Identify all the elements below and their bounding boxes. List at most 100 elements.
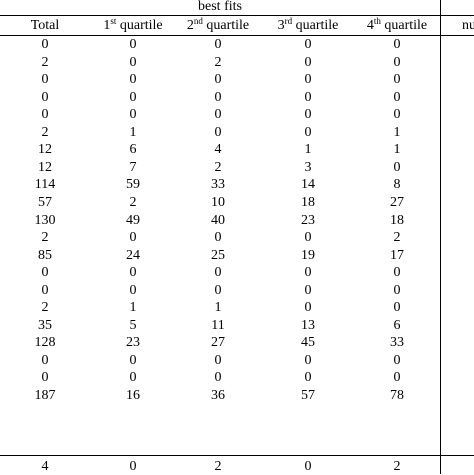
cell-quartile-3: 0 bbox=[304, 265, 312, 281]
cell-total: 2 bbox=[41, 54, 49, 70]
cell-quartile-4: 0 bbox=[393, 300, 401, 316]
cell-quartile-1: 0 bbox=[129, 72, 137, 88]
cell-quartile-2: 0 bbox=[214, 370, 222, 386]
cell-quartile-4: 0 bbox=[393, 352, 401, 368]
cell-quartile-2: 0 bbox=[214, 282, 222, 298]
cell-quartile-3: 0 bbox=[304, 352, 312, 368]
cell-total: 12 bbox=[38, 142, 52, 158]
header-bottom-rule bbox=[0, 35, 474, 36]
cell-quartile-4: 0 bbox=[393, 72, 401, 88]
column-header-suffix: quartile bbox=[116, 18, 163, 33]
cell-total: 57 bbox=[38, 194, 52, 210]
cell-quartile-3: 0 bbox=[304, 72, 312, 88]
column-divider bbox=[440, 0, 441, 474]
cell-total: 0 bbox=[41, 352, 49, 368]
cell-quartile-4: 0 bbox=[393, 54, 401, 70]
column-header-base: 4 bbox=[366, 18, 374, 33]
cell-quartile-4: 0 bbox=[393, 89, 401, 105]
cell-quartile-3: 0 bbox=[304, 54, 312, 70]
cell-quartile-4: 1 bbox=[393, 142, 401, 158]
cell-total: 2 bbox=[41, 230, 49, 246]
cell-quartile-2: 11 bbox=[211, 317, 225, 333]
right-header-fragment: nu bbox=[462, 18, 474, 33]
cell-quartile-2: 0 bbox=[214, 230, 222, 246]
column-header-base: 2 bbox=[186, 18, 194, 33]
table-row: 130 49 40 23 18 bbox=[0, 212, 474, 229]
cell-quartile-4: 33 bbox=[390, 335, 404, 351]
cell-quartile-4: 27 bbox=[390, 194, 404, 210]
column-header-base: 3 bbox=[277, 18, 285, 33]
cell-quartile-1: 0 bbox=[129, 282, 137, 298]
column-header-quartile-4: 4th quartile bbox=[353, 17, 441, 35]
cell-total: 0 bbox=[41, 282, 49, 298]
cell-quartile-1: 49 bbox=[126, 212, 140, 228]
cell-quartile-2: 10 bbox=[211, 194, 225, 210]
cell-quartile-2: 0 bbox=[214, 107, 222, 123]
column-header-base: 1 bbox=[103, 18, 111, 33]
cell-total: 2 bbox=[41, 124, 49, 140]
cell-quartile-1: 0 bbox=[129, 370, 137, 386]
table-row: 0 0 0 0 0 bbox=[0, 36, 474, 53]
table-row: 128 23 27 45 33 bbox=[0, 334, 474, 351]
cell-quartile-4: 17 bbox=[390, 247, 404, 263]
table-row: 85 24 25 19 17 bbox=[0, 247, 474, 264]
cell-quartile-1: 59 bbox=[126, 177, 140, 193]
cell-quartile-3: 13 bbox=[301, 317, 315, 333]
cell-total: 0 bbox=[41, 265, 49, 281]
body-bottom-rule bbox=[0, 455, 474, 456]
column-header-suffix: quartile bbox=[292, 18, 339, 33]
cell-quartile-4: 0 bbox=[393, 265, 401, 281]
cell-quartile-3: 0 bbox=[304, 89, 312, 105]
cell-quartile-3: 0 bbox=[304, 370, 312, 386]
cell-quartile-4: 2 bbox=[393, 230, 401, 246]
cell-quartile-1: 0 bbox=[129, 37, 137, 52]
cell-total: 85 bbox=[38, 247, 52, 263]
table-row: 0 0 0 0 0 bbox=[0, 89, 474, 106]
cell-total: 35 bbox=[38, 317, 52, 333]
cell-quartile-2: 33 bbox=[211, 177, 225, 193]
table-row: 2 1 0 0 1 bbox=[0, 124, 474, 141]
cell-quartile-1: 0 bbox=[129, 352, 137, 368]
column-header-ordinal-suffix: rd bbox=[284, 16, 293, 26]
column-header-quartile-2: 2nd quartile bbox=[174, 17, 262, 35]
cell-quartile-2: 0 bbox=[214, 124, 222, 140]
cell-total: 128 bbox=[34, 335, 56, 351]
cell-quartile-1: 7 bbox=[129, 159, 137, 175]
table-row: 57 2 10 18 27 bbox=[0, 194, 474, 211]
footer-total: 4 bbox=[41, 459, 49, 474]
cell-quartile-2: 4 bbox=[214, 142, 222, 158]
cell-total: 0 bbox=[41, 72, 49, 88]
cell-quartile-2: 0 bbox=[214, 37, 222, 52]
table-row: 2 0 2 0 0 bbox=[0, 54, 474, 71]
cell-quartile-1: 23 bbox=[126, 335, 140, 351]
table-row: 2 1 1 0 0 bbox=[0, 299, 474, 316]
table-row: 35 5 11 13 6 bbox=[0, 317, 474, 334]
cell-quartile-4: 78 bbox=[390, 388, 404, 403]
cell-quartile-3: 0 bbox=[304, 37, 312, 52]
table-row: 0 0 0 0 0 bbox=[0, 352, 474, 369]
cell-total: 114 bbox=[34, 177, 56, 193]
cell-quartile-4: 0 bbox=[393, 159, 401, 175]
table-row: 12 6 4 1 1 bbox=[0, 141, 474, 158]
cell-quartile-2: 0 bbox=[214, 89, 222, 105]
cell-quartile-4: 0 bbox=[393, 370, 401, 386]
cell-quartile-1: 2 bbox=[129, 194, 137, 210]
table-row: 2 0 0 0 2 bbox=[0, 229, 474, 246]
group-header-best-fits: best fits bbox=[198, 0, 242, 14]
column-header-ordinal-suffix: st bbox=[110, 16, 117, 26]
table-row: 114 59 33 14 8 bbox=[0, 176, 474, 193]
table-row: 0 0 0 0 0 bbox=[0, 106, 474, 123]
cell-quartile-2: 2 bbox=[214, 54, 222, 70]
table-row: 0 0 0 0 0 bbox=[0, 71, 474, 88]
cell-quartile-3: 18 bbox=[301, 194, 315, 210]
cell-quartile-3: 19 bbox=[301, 247, 315, 263]
table-row: 0 0 0 0 0 bbox=[0, 369, 474, 386]
cell-quartile-2: 2 bbox=[214, 159, 222, 175]
cell-quartile-1: 1 bbox=[129, 124, 137, 140]
cell-quartile-3: 1 bbox=[304, 142, 312, 158]
cell-quartile-1: 6 bbox=[129, 142, 137, 158]
cell-quartile-3: 23 bbox=[301, 212, 315, 228]
column-header-base: Total bbox=[30, 18, 60, 33]
cell-quartile-1: 0 bbox=[129, 89, 137, 105]
cell-quartile-3: 0 bbox=[304, 300, 312, 316]
